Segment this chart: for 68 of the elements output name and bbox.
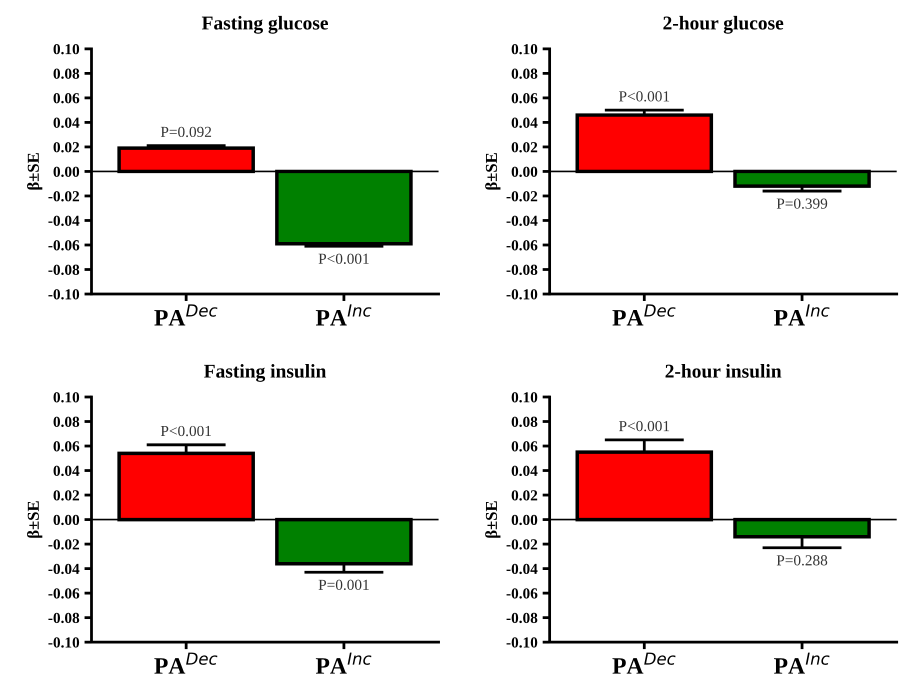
y-tick-label: 0.04 <box>512 118 538 128</box>
x-tick-label: PA$^{Inc}$ <box>774 304 830 326</box>
y-tick-label: -0.04 <box>48 216 80 226</box>
x-tick-label: PA$^{Inc}$ <box>316 652 372 674</box>
y-axis-title: β±SE <box>485 153 500 190</box>
y-tick-label: -0.10 <box>506 289 538 300</box>
y-tick-label: 0.06 <box>54 441 80 452</box>
y-tick-label: 0.04 <box>54 118 80 128</box>
y-tick-label: 0.02 <box>54 142 80 152</box>
y-tick-label: 0.08 <box>54 68 80 79</box>
chart-title: Fasting glucose <box>202 16 328 34</box>
y-tick-label: 0.06 <box>512 93 538 104</box>
y-tick-label: -0.02 <box>506 539 538 550</box>
y-tick-label: -0.04 <box>48 564 80 574</box>
y-tick-label: -0.02 <box>506 191 538 202</box>
annotation: P=0.288 <box>776 555 828 566</box>
annotation: P=0.092 <box>160 126 212 138</box>
x-tick-label: PA$^{Inc}$ <box>316 304 372 326</box>
x-tick-label: PA$^{Dec}$ <box>612 304 676 326</box>
y-axis-title: β±SE <box>27 501 42 538</box>
y-tick-label: 0.04 <box>512 466 538 476</box>
x-tick-label: PA$^{Dec}$ <box>154 304 218 326</box>
y-tick-label: 0.02 <box>512 490 538 501</box>
y-tick-label: -0.10 <box>48 637 80 648</box>
y-tick-label: 0.08 <box>512 416 538 428</box>
y-tick-label: -0.04 <box>506 216 538 226</box>
y-tick-label: 0.10 <box>512 44 538 54</box>
y-tick-label: 0.04 <box>54 466 80 476</box>
y-tick-label: -0.02 <box>48 191 80 202</box>
chart-title: 2-hour insulin <box>666 364 782 378</box>
annotation: P<0.001 <box>618 91 670 102</box>
y-tick-label: -0.06 <box>506 240 538 251</box>
x-tick-label: PA$^{Dec}$ <box>612 652 676 674</box>
y-tick-label: -0.08 <box>48 612 80 624</box>
annotation: P<0.001 <box>318 254 369 264</box>
y-tick-label: 0.06 <box>54 93 80 104</box>
y-tick-label: -0.06 <box>48 588 80 599</box>
x-tick-label: PA$^{Inc}$ <box>774 652 830 674</box>
y-tick-label: 0.02 <box>54 490 80 501</box>
y-tick-label: -0.08 <box>506 264 538 276</box>
y-tick-label: -0.10 <box>506 637 538 648</box>
annotation: P=0.399 <box>776 198 828 209</box>
y-tick-label: 0.10 <box>54 44 80 54</box>
annotation: P<0.001 <box>160 426 211 436</box>
y-tick-label: 0.10 <box>54 392 80 403</box>
x-tick-label: PA$^{Dec}$ <box>154 652 218 674</box>
y-tick-label: -0.06 <box>506 588 538 599</box>
y-tick-label: 0.08 <box>54 416 80 428</box>
y-axis-title: β±SE <box>485 501 500 538</box>
y-tick-label: -0.06 <box>48 240 80 251</box>
annotation: P=0.001 <box>318 580 369 590</box>
annotation: P<0.001 <box>618 420 670 432</box>
y-tick-label: -0.04 <box>506 564 538 574</box>
y-tick-label: 0.00 <box>512 166 538 177</box>
y-tick-label: -0.08 <box>506 612 538 624</box>
chart-title: Fasting insulin <box>204 364 326 382</box>
y-axis-title: β±SE <box>27 153 42 190</box>
y-tick-label: -0.10 <box>48 289 80 300</box>
y-tick-label: 0.00 <box>54 166 80 177</box>
y-tick-label: 0.06 <box>512 441 538 452</box>
y-tick-label: 0.00 <box>512 514 538 526</box>
y-tick-label: -0.02 <box>48 539 80 550</box>
chart-title: 2-hour glucose <box>663 16 784 34</box>
y-tick-label: 0.10 <box>512 392 538 403</box>
y-tick-label: 0.08 <box>512 68 538 79</box>
y-tick-label: -0.08 <box>48 264 80 276</box>
y-tick-label: 0.00 <box>54 514 80 526</box>
y-tick-label: 0.02 <box>512 142 538 152</box>
